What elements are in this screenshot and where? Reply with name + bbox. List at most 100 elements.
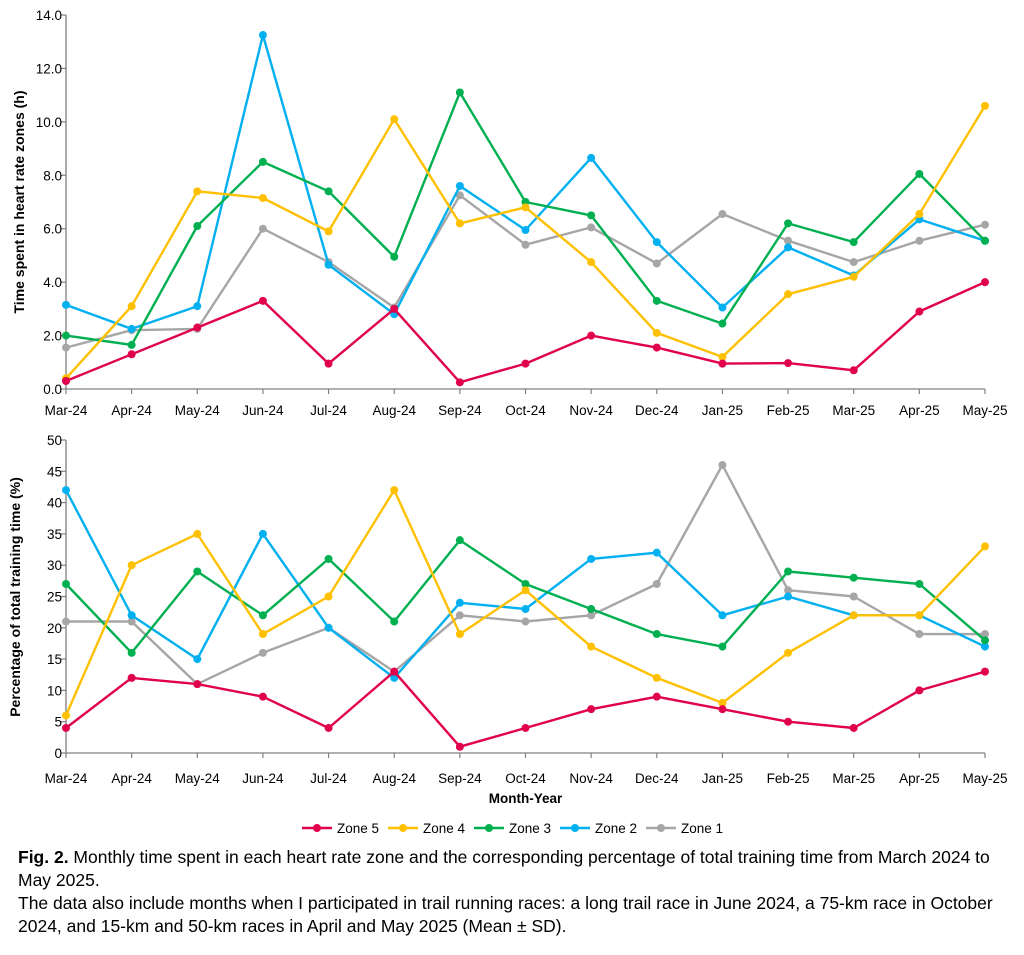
y-tick-label: 12.0 [36,61,62,76]
x-tick-label: Nov-24 [569,403,613,418]
x-tick-label: Feb-25 [767,771,810,786]
data-point-zone-3 [521,579,530,588]
data-point-zone-1 [258,648,267,657]
data-point-zone-2 [324,623,333,632]
x-tick-label: Mar-24 [45,771,88,786]
x-tick-label: Jan-25 [702,771,743,786]
legend-label-zone-3: Zone 3 [509,821,551,836]
data-point-zone-5 [324,359,333,368]
data-point-zone-3 [849,238,858,247]
data-point-zone-3 [784,567,793,576]
y-tick-label: 45 [47,464,62,479]
data-point-zone-5 [849,366,858,375]
x-tick-label: May-25 [962,771,1007,786]
data-point-zone-1 [587,611,596,620]
data-point-zone-1 [849,258,858,267]
x-tick-label: Nov-24 [569,771,613,786]
data-point-zone-4 [849,272,858,281]
legend-marker-zone-5 [313,824,321,832]
data-point-zone-5 [652,692,661,701]
legend-label-zone-4: Zone 4 [423,821,466,836]
data-point-zone-4 [324,227,333,236]
data-point-zone-2 [521,605,530,614]
x-tick-label: May-25 [962,403,1007,418]
data-point-zone-2 [784,592,793,601]
y-axis-title: Percentage of total training time (%) [7,477,23,717]
caption-label: Fig. 2. [18,847,69,867]
y-tick-label: 20 [47,621,62,636]
data-point-zone-3 [652,296,661,305]
data-point-zone-1 [521,240,530,249]
data-point-zone-3 [258,611,267,620]
caption-text-2: The data also include months when I part… [18,893,993,936]
data-point-zone-5 [324,723,333,732]
x-tick-label: Aug-24 [372,403,416,418]
data-point-zone-4 [193,529,202,538]
data-point-zone-3 [784,219,793,228]
series-line-zone-5 [65,670,986,748]
data-point-zone-4 [324,592,333,601]
y-tick-label: 35 [47,527,62,542]
y-tick-label: 4.0 [43,275,62,290]
caption-text-1: Monthly time spent in each heart rate zo… [18,847,990,890]
x-axis-title: Month-Year [489,791,563,806]
data-point-zone-1 [915,630,924,639]
data-point-zone-4 [915,210,924,219]
data-point-zone-1 [981,630,989,639]
data-point-zone-1 [652,259,661,268]
data-point-zone-2 [652,238,661,247]
data-point-zone-4 [193,187,202,196]
data-point-zone-3 [62,331,70,340]
data-point-zone-5 [981,667,989,676]
x-tick-label: Feb-25 [767,403,810,418]
data-point-zone-3 [981,636,989,645]
data-point-zone-1 [718,461,727,470]
data-point-zone-5 [455,742,464,751]
y-tick-label: 0 [54,746,62,761]
y-tick-label: 14.0 [36,8,62,23]
data-point-zone-3 [915,169,924,178]
x-tick-label: Mar-25 [832,403,875,418]
data-point-zone-3 [587,605,596,614]
data-point-zone-3 [193,567,202,576]
data-point-zone-1 [915,236,924,245]
data-point-zone-4 [390,115,399,124]
data-point-zone-1 [127,617,136,626]
data-point-zone-4 [62,711,70,720]
data-point-zone-2 [324,260,333,269]
data-point-zone-1 [587,223,596,232]
data-point-zone-3 [193,222,202,231]
x-tick-label: Oct-24 [505,771,546,786]
data-point-zone-3 [390,617,399,626]
data-point-zone-2 [455,598,464,607]
data-point-zone-5 [127,350,136,359]
data-point-zone-3 [324,554,333,563]
data-point-zone-5 [521,359,530,368]
data-point-zone-4 [127,561,136,570]
data-point-zone-5 [193,680,202,689]
data-point-zone-1 [981,220,989,229]
data-point-zone-4 [587,642,596,651]
legend-label-zone-1: Zone 1 [681,821,723,836]
y-tick-label: 6.0 [43,222,62,237]
data-point-zone-3 [981,236,989,245]
data-point-zone-5 [521,723,530,732]
data-point-zone-2 [587,153,596,162]
x-tick-label: Apr-24 [111,403,152,418]
y-tick-label: 10.0 [36,115,62,130]
data-point-zone-4 [587,258,596,267]
data-point-zone-1 [652,579,661,588]
data-point-zone-3 [718,319,727,328]
data-point-zone-5 [981,278,989,287]
data-point-zone-5 [127,673,136,682]
data-point-zone-3 [718,642,727,651]
legend-marker-zone-2 [571,824,579,832]
y-tick-label: 8.0 [43,168,62,183]
data-point-zone-2 [193,655,202,664]
data-point-zone-1 [849,592,858,601]
data-point-zone-5 [258,296,267,305]
data-point-zone-5 [784,359,793,368]
data-point-zone-2 [718,611,727,620]
data-point-zone-4 [915,611,924,620]
x-tick-label: Sep-24 [438,771,482,786]
